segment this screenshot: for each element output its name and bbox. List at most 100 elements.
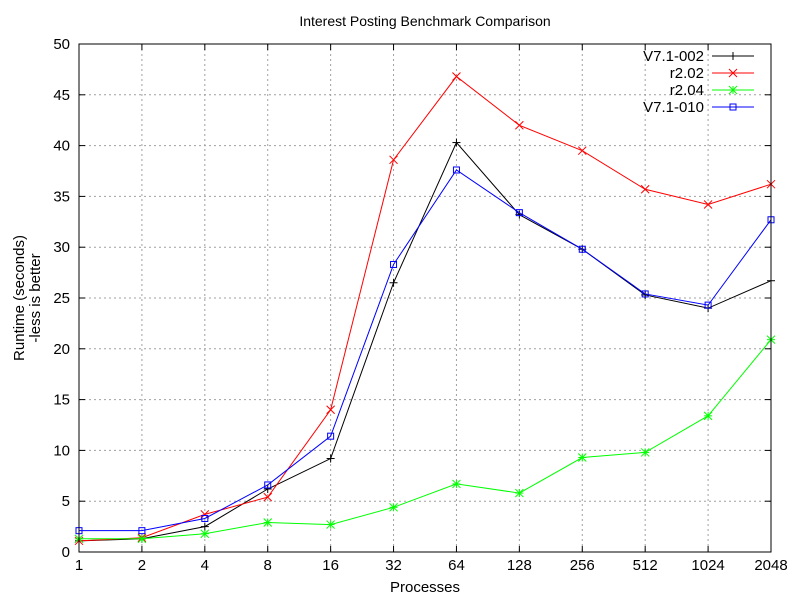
data-point-square: [327, 432, 335, 440]
marker-stroke: [264, 481, 272, 489]
series-r2-04: [74, 335, 776, 544]
legend-label: r2.02: [670, 65, 704, 82]
data-point-square: [578, 245, 586, 253]
marker-stroke: [640, 184, 650, 194]
data-point-cross: [263, 492, 273, 502]
series-line: [79, 169, 772, 532]
series-group: [74, 72, 776, 546]
marker-stroke: [390, 260, 398, 268]
data-point-cross: [703, 200, 713, 209]
marker-stroke: [452, 166, 460, 174]
marker-stroke: [729, 103, 737, 111]
data-point-cross: [640, 184, 650, 194]
data-point-cross: [577, 146, 587, 156]
data-point-cross: [389, 155, 398, 165]
data-point-cross: [728, 68, 738, 78]
marker-stroke: [728, 68, 738, 78]
data-point-square: [452, 166, 460, 174]
series-v7-1-002: [75, 138, 775, 545]
marker-stroke: [201, 514, 209, 522]
marker-stroke: [389, 502, 398, 512]
marker-stroke: [703, 411, 713, 421]
legend-label: V7.1-002: [643, 48, 704, 65]
series-line: [78, 75, 772, 542]
x-tick-label: 512: [633, 557, 658, 574]
x-tick-label: 16: [322, 557, 339, 574]
marker-stroke: [515, 488, 524, 498]
marker-stroke: [137, 534, 147, 544]
y-tick-label: 0: [62, 544, 70, 561]
data-point-plus: [263, 485, 272, 494]
marker-stroke: [703, 200, 713, 209]
series-line: [79, 339, 772, 540]
data-point-square: [515, 209, 523, 217]
y-tick-label: 35: [53, 188, 70, 205]
legend-label: r2.04: [670, 82, 704, 99]
data-point-plus: [326, 454, 335, 463]
y-tick-label: 20: [53, 341, 70, 358]
marker-stroke: [515, 120, 524, 130]
y-axis-label: Runtime (seconds): [11, 235, 28, 361]
grid: [79, 44, 771, 552]
series-r2-02: [74, 72, 776, 546]
marker-stroke: [728, 85, 738, 95]
data-point-square: [729, 103, 737, 111]
y-tick-label: 5: [62, 493, 70, 510]
x-axis-label: Processes: [390, 579, 460, 596]
x-tick-label: 128: [507, 557, 532, 574]
series-line: [78, 141, 772, 542]
marker-stroke: [515, 209, 523, 217]
marker-stroke: [326, 520, 335, 529]
x-tick-label: 8: [264, 557, 272, 574]
marker-stroke: [263, 518, 273, 527]
data-point-star: [137, 534, 147, 544]
x-tick-label: 4: [201, 557, 209, 574]
marker-stroke: [263, 492, 273, 502]
data-point-star: [326, 520, 335, 529]
data-point-star: [640, 448, 650, 457]
marker-stroke: [577, 453, 587, 462]
data-point-square: [390, 260, 398, 268]
marker-stroke: [452, 72, 461, 81]
marker-stroke: [452, 479, 461, 489]
marker-stroke: [389, 155, 398, 165]
x-tick-label: 2048: [754, 557, 787, 574]
marker-stroke: [326, 405, 335, 415]
y-tick-label: 50: [53, 36, 70, 53]
data-point-square: [138, 527, 146, 535]
marker-stroke: [704, 301, 712, 309]
data-point-square: [264, 481, 272, 489]
data-point-plus: [389, 278, 398, 287]
data-point-cross: [326, 405, 335, 415]
data-point-star: [452, 479, 461, 489]
y-tick-label: 40: [53, 138, 70, 155]
data-point-plus: [200, 522, 209, 531]
data-point-square: [704, 301, 712, 309]
legend-label: V7.1-010: [643, 99, 704, 116]
x-tick-label: 2: [138, 557, 146, 574]
y-tick-label: 10: [53, 442, 70, 459]
series-v7-1-010: [75, 166, 775, 535]
ticks: 0 5 10 15 20 25 30 35 40 45 50 1 2 4 8 16 32 64 128 256 512 1…: [53, 36, 787, 574]
data-point-star: [577, 453, 587, 462]
marker-stroke: [138, 527, 146, 535]
data-point-square: [641, 290, 649, 298]
y-tick-label: 25: [53, 290, 70, 307]
data-point-star: [263, 518, 273, 527]
y-tick-label: 15: [53, 392, 70, 409]
data-point-plus: [729, 52, 737, 60]
data-point-star: [515, 488, 524, 498]
data-point-cross: [515, 120, 524, 130]
marker-stroke: [641, 290, 649, 298]
x-tick-label: 1: [75, 557, 83, 574]
x-tick-label: 1024: [691, 557, 724, 574]
data-point-star: [389, 502, 398, 512]
data-point-star: [728, 85, 738, 95]
data-point-star: [200, 529, 210, 539]
chart-title: Interest Posting Benchmark Comparison: [299, 13, 550, 29]
data-point-square: [201, 514, 209, 522]
marker-stroke: [200, 529, 210, 539]
marker-stroke: [577, 146, 587, 156]
